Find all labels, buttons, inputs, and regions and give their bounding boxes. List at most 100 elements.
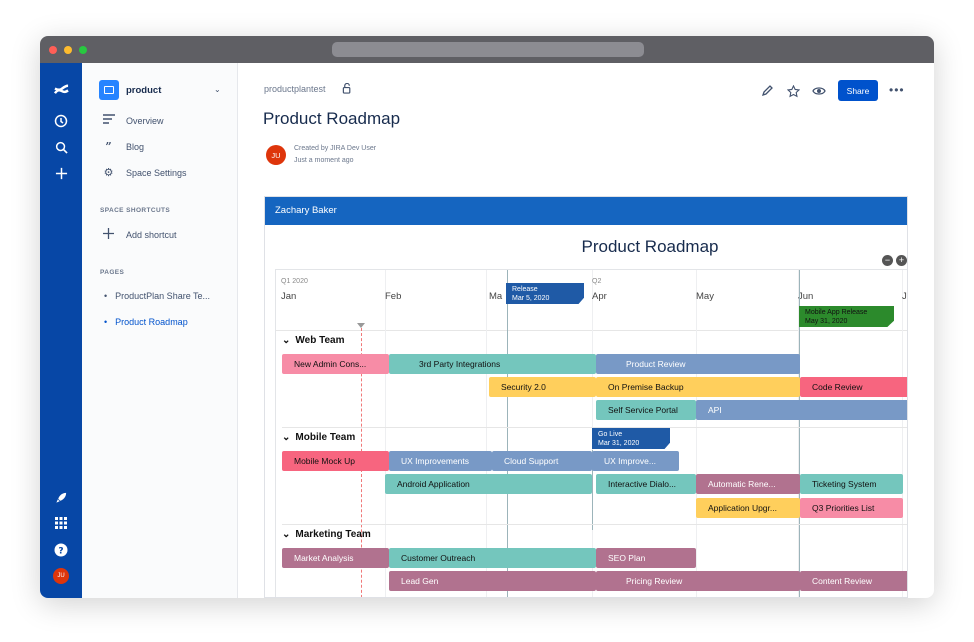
milestone-name: Go Live <box>598 431 623 438</box>
lane-web-team[interactable]: ⌄ Web Team <box>282 335 902 346</box>
breadcrumb[interactable]: productplantest <box>264 84 326 94</box>
sidebar-item-label: Overview <box>126 115 164 126</box>
bar-ux-improvements[interactable]: UX Improvements <box>389 451 492 471</box>
bar-code-review[interactable]: Code Review <box>800 377 907 397</box>
chevron-down-icon[interactable]: ⌄ <box>282 529 291 540</box>
close-window-button[interactable] <box>49 46 57 54</box>
bar-cloud-support[interactable]: Cloud Support <box>492 451 592 471</box>
bar-label: Lead Gen <box>401 576 439 586</box>
zoom-window-button[interactable] <box>79 46 87 54</box>
star-icon[interactable] <box>785 83 801 99</box>
bar-lead-gen[interactable]: Lead Gen <box>389 571 596 591</box>
month-label: Feb <box>385 291 402 302</box>
chevron-down-icon[interactable]: ⌄ <box>282 432 291 443</box>
gridline <box>385 270 386 597</box>
bar-label: UX Improve... <box>604 456 656 466</box>
minimize-window-button[interactable] <box>64 46 72 54</box>
sidebar-item-overview[interactable]: Overview <box>102 114 164 127</box>
search-icon[interactable] <box>52 138 70 156</box>
milestone-date: Mar 5, 2020 <box>512 295 550 302</box>
confluence-logo-icon[interactable] <box>52 80 70 98</box>
chevron-down-icon[interactable]: ⌄ <box>214 85 221 94</box>
author-avatar[interactable]: JU <box>266 145 286 165</box>
bar-interactive[interactable]: Interactive Dialo... <box>596 474 696 494</box>
lane-mobile-team[interactable]: ⌄ Mobile Team <box>282 432 902 443</box>
bullet-icon: • <box>104 291 108 301</box>
apps-icon[interactable] <box>52 514 70 532</box>
lane-divider <box>282 524 907 525</box>
bar-pricing-review[interactable]: Pricing Review <box>596 571 800 591</box>
lane-marketing-team[interactable]: ⌄ Marketing Team <box>282 529 902 540</box>
bar-ticketing[interactable]: Ticketing System <box>800 474 903 494</box>
restrictions-icon[interactable] <box>342 82 353 97</box>
bar-label: Content Review <box>812 576 873 586</box>
milestone-line <box>592 450 593 530</box>
bar-product-review[interactable]: Product Review <box>596 354 800 374</box>
bar-content-review[interactable]: Content Review <box>800 571 907 591</box>
bar-android[interactable]: Android Application <box>385 474 592 494</box>
embed-owner: Zachary Baker <box>265 197 907 225</box>
sidebar-item-label: Blog <box>126 141 145 152</box>
add-shortcut-label: Add shortcut <box>126 230 177 240</box>
month-label: Ma <box>489 291 503 302</box>
address-bar[interactable] <box>332 42 644 57</box>
chevron-down-icon[interactable]: ⌄ <box>282 335 291 346</box>
bar-seo-plan[interactable]: SEO Plan <box>596 548 696 568</box>
zoom-out-icon[interactable]: − <box>882 255 893 266</box>
milestone-date: May 31, 2020 <box>805 318 848 325</box>
quarter-label: Q1 2020 <box>281 278 308 285</box>
bar-security[interactable]: Security 2.0 <box>489 377 596 397</box>
add-shortcut-button[interactable]: Add shortcut <box>102 228 177 242</box>
bar-api[interactable]: API <box>696 400 907 420</box>
blog-icon: ” <box>105 140 112 153</box>
lane-label: Mobile Team <box>295 432 356 443</box>
bar-3rd-party[interactable]: 3rd Party Integrations <box>389 354 596 374</box>
page-tree-item-active[interactable]: • Product Roadmap <box>104 317 188 327</box>
bar-label: New Admin Cons... <box>294 359 367 369</box>
watch-icon[interactable] <box>811 83 827 99</box>
roadmap-embed: Zachary Baker Product Roadmap − + Q1 202… <box>264 196 908 598</box>
bar-q3-priorities[interactable]: Q3 Priorities List <box>800 498 903 518</box>
bar-customer-outreach[interactable]: Customer Outreach <box>389 548 596 568</box>
page-tree-item[interactable]: • ProductPlan Share Te... <box>104 291 210 301</box>
roadmap-timeline: Q1 2020 Q2 Jan Feb Ma Apr May Jun J Rele… <box>275 269 907 597</box>
bar-self-service[interactable]: Self Service Portal <box>596 400 696 420</box>
bar-market-analysis[interactable]: Market Analysis <box>282 548 389 568</box>
pages-heading: PAGES <box>100 269 125 276</box>
help-icon[interactable]: ? <box>52 541 70 559</box>
bar-application-upgrade[interactable]: Application Upgr... <box>696 498 800 518</box>
sidebar-item-space-settings[interactable]: ⚙ Space Settings <box>102 166 187 179</box>
bar-label: Market Analysis <box>294 553 354 563</box>
roadmap-title: Product Roadmap <box>581 237 719 256</box>
bar-mobile-mock-up[interactable]: Mobile Mock Up <box>282 451 389 471</box>
timeline-axis <box>276 270 907 331</box>
create-icon[interactable] <box>52 164 70 182</box>
bar-ux-improve-2[interactable]: UX Improve... <box>592 451 679 471</box>
modified-time: Just a moment ago <box>294 157 354 164</box>
milestone-line <box>507 270 508 597</box>
recent-icon[interactable] <box>52 112 70 130</box>
browser-window: ? JU product ⌄ Overview ” Blog ⚙ Space S… <box>40 36 934 598</box>
page-tree-label: Product Roadmap <box>115 317 188 327</box>
bar-label: Cloud Support <box>504 456 559 466</box>
bullet-icon: • <box>104 317 108 327</box>
bar-automatic[interactable]: Automatic Rene... <box>696 474 800 494</box>
milestone-go-live[interactable]: Go Live Mar 31, 2020 <box>592 428 670 449</box>
month-label: May <box>696 291 714 302</box>
user-avatar[interactable]: JU <box>53 568 69 584</box>
bar-new-admin[interactable]: New Admin Cons... <box>282 354 389 374</box>
more-actions-button[interactable]: ••• <box>889 83 905 97</box>
share-button[interactable]: Share <box>838 80 878 101</box>
milestone-mobile-app-release[interactable]: Mobile App Release May 31, 2020 <box>799 306 894 327</box>
bar-on-premise[interactable]: On Premise Backup <box>596 377 800 397</box>
milestone-name: Mobile App Release <box>805 309 868 316</box>
rocket-icon[interactable] <box>52 488 70 506</box>
bar-label: Pricing Review <box>626 576 683 586</box>
bar-label: On Premise Backup <box>608 382 684 392</box>
page-title: Product Roadmap <box>263 109 401 128</box>
zoom-in-icon[interactable]: + <box>896 255 907 266</box>
space-switcher[interactable]: product <box>99 80 161 100</box>
sidebar-item-blog[interactable]: ” Blog <box>102 140 144 153</box>
edit-icon[interactable] <box>759 83 775 99</box>
milestone-release[interactable]: Release Mar 5, 2020 <box>506 283 584 304</box>
